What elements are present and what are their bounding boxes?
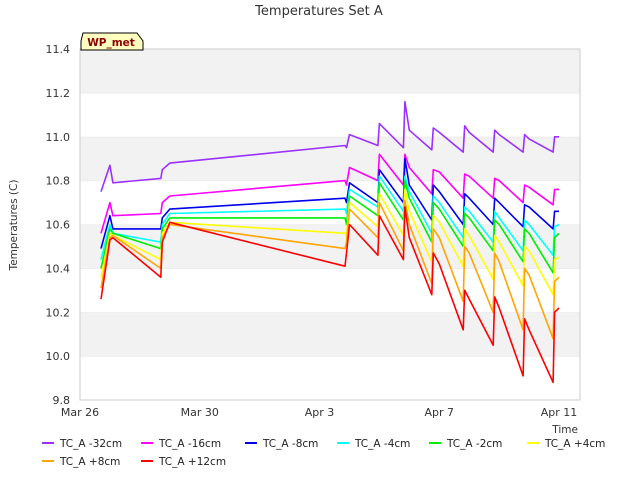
band-6 (80, 92, 580, 137)
legend-label: TC_A +4cm (544, 438, 605, 450)
legend-label: TC_A +12cm (158, 456, 226, 468)
series-line-1 (100, 153, 559, 234)
x-axis-label: Time (551, 424, 578, 436)
x-tick-label: Apr 7 (425, 406, 455, 419)
chart-title: Temperatures Set A (254, 4, 383, 19)
site-label: WP_met (87, 37, 135, 49)
band-5 (80, 136, 580, 181)
band-0 (80, 356, 580, 400)
plot-background-bands (80, 48, 580, 400)
legend-label: TC_A -16cm (158, 438, 221, 450)
x-tick-label: Mar 26 (61, 406, 99, 419)
y-tick-label: 11.4 (46, 43, 71, 56)
legend-label: TC_A -32cm (59, 438, 122, 450)
y-tick-label: 10.8 (46, 175, 71, 188)
legend-label: TC_A +8cm (59, 456, 120, 468)
series-lines (100, 100, 560, 384)
y-tick-label: 10.0 (46, 350, 71, 363)
y-tick-label: 9.8 (53, 394, 71, 407)
y-axis-label: Temperatures (C) (8, 180, 20, 272)
band-2 (80, 268, 580, 313)
band-1 (80, 312, 580, 357)
x-tick-label: Mar 30 (181, 406, 219, 419)
legend-label: TC_A -8cm (262, 438, 318, 450)
series-line-0 (100, 100, 559, 192)
y-tick-label: 10.2 (46, 306, 71, 319)
x-tick-label: Apr 11 (541, 406, 578, 419)
legend-label: TC_A -4cm (354, 438, 410, 450)
x-tick-label: Apr 3 (305, 406, 335, 419)
band-7 (80, 49, 580, 93)
site-label-badge: WP_met (80, 32, 144, 51)
series-line-7 (100, 206, 560, 384)
legend: TC_A -32cm TC_A -16cm TC_A -8cm TC_A -4cm TC… (42, 438, 605, 468)
y-tick-label: 11.0 (46, 131, 71, 144)
y-tick-label: 10.4 (46, 262, 71, 275)
y-tick-label: 11.2 (46, 87, 71, 100)
y-tick-label: 10.6 (46, 219, 71, 232)
plot-frame (79, 48, 581, 401)
x-axis-ticks: Mar 26 Mar 30 Apr 3 Apr 7 Apr 11 (61, 406, 577, 419)
y-axis-ticks: 9.8 10.0 10.2 10.4 10.6 10.8 11.0 11.2 11.4 (46, 43, 71, 407)
legend-label: TC_A -2cm (446, 438, 502, 450)
